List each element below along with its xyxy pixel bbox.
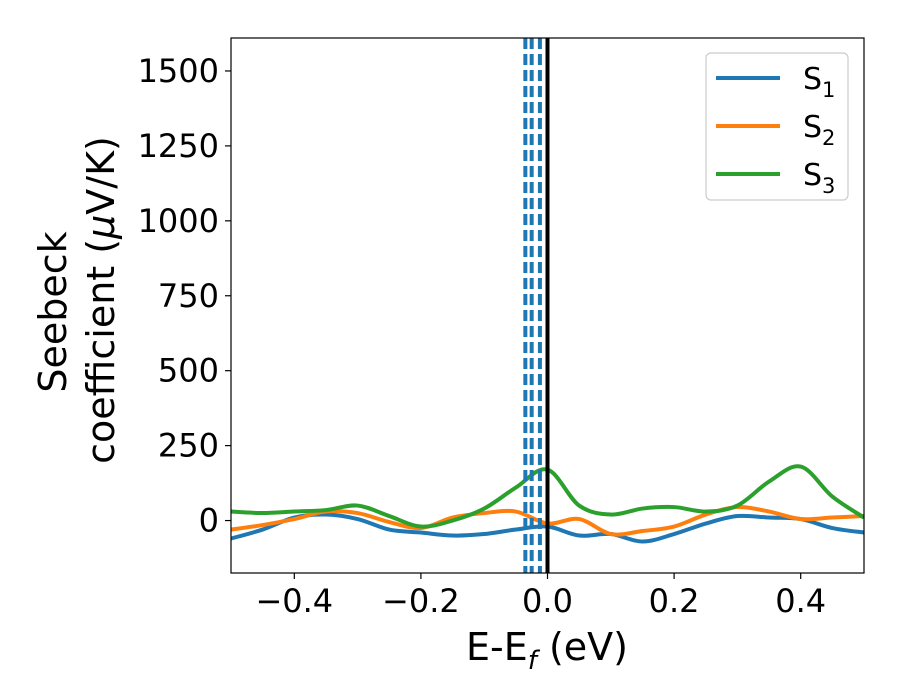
x-tick-label: 0.2 (649, 582, 700, 620)
x-tick-label: −0.2 (382, 582, 460, 620)
y-tick-label: 1000 (138, 202, 219, 240)
legend: S1 S2 S3 (705, 52, 849, 201)
x-axis-ticks: −0.4 −0.2 0.0 0.2 0.4 (255, 573, 826, 620)
y-tick-label: 750 (158, 277, 219, 315)
x-axis-label: E-Ef (eV) (466, 625, 628, 676)
x-tick-label: 0.0 (522, 582, 573, 620)
y-tick-label: 0 (199, 502, 219, 540)
legend-label-s1: S1 (803, 62, 835, 102)
svg-text:Seebeck: Seebeck (31, 231, 75, 392)
y-axis-label: Seebeck coefficient (μV/K) (31, 136, 123, 464)
y-axis-ticks: 0 250 500 750 1000 1250 1500 (138, 52, 231, 540)
legend-label-s3: S3 (803, 158, 835, 198)
y-tick-label: 1250 (138, 127, 219, 165)
x-tick-label: 0.4 (775, 582, 826, 620)
y-tick-label: 500 (158, 352, 219, 390)
y-tick-label: 250 (158, 427, 219, 465)
x-tick-label: −0.4 (255, 582, 333, 620)
svg-text:coefficient (μV/K): coefficient (μV/K) (79, 136, 123, 464)
vertical-lines (523, 38, 550, 573)
y-tick-label: 1500 (138, 52, 219, 90)
legend-label-s2: S2 (803, 110, 835, 150)
